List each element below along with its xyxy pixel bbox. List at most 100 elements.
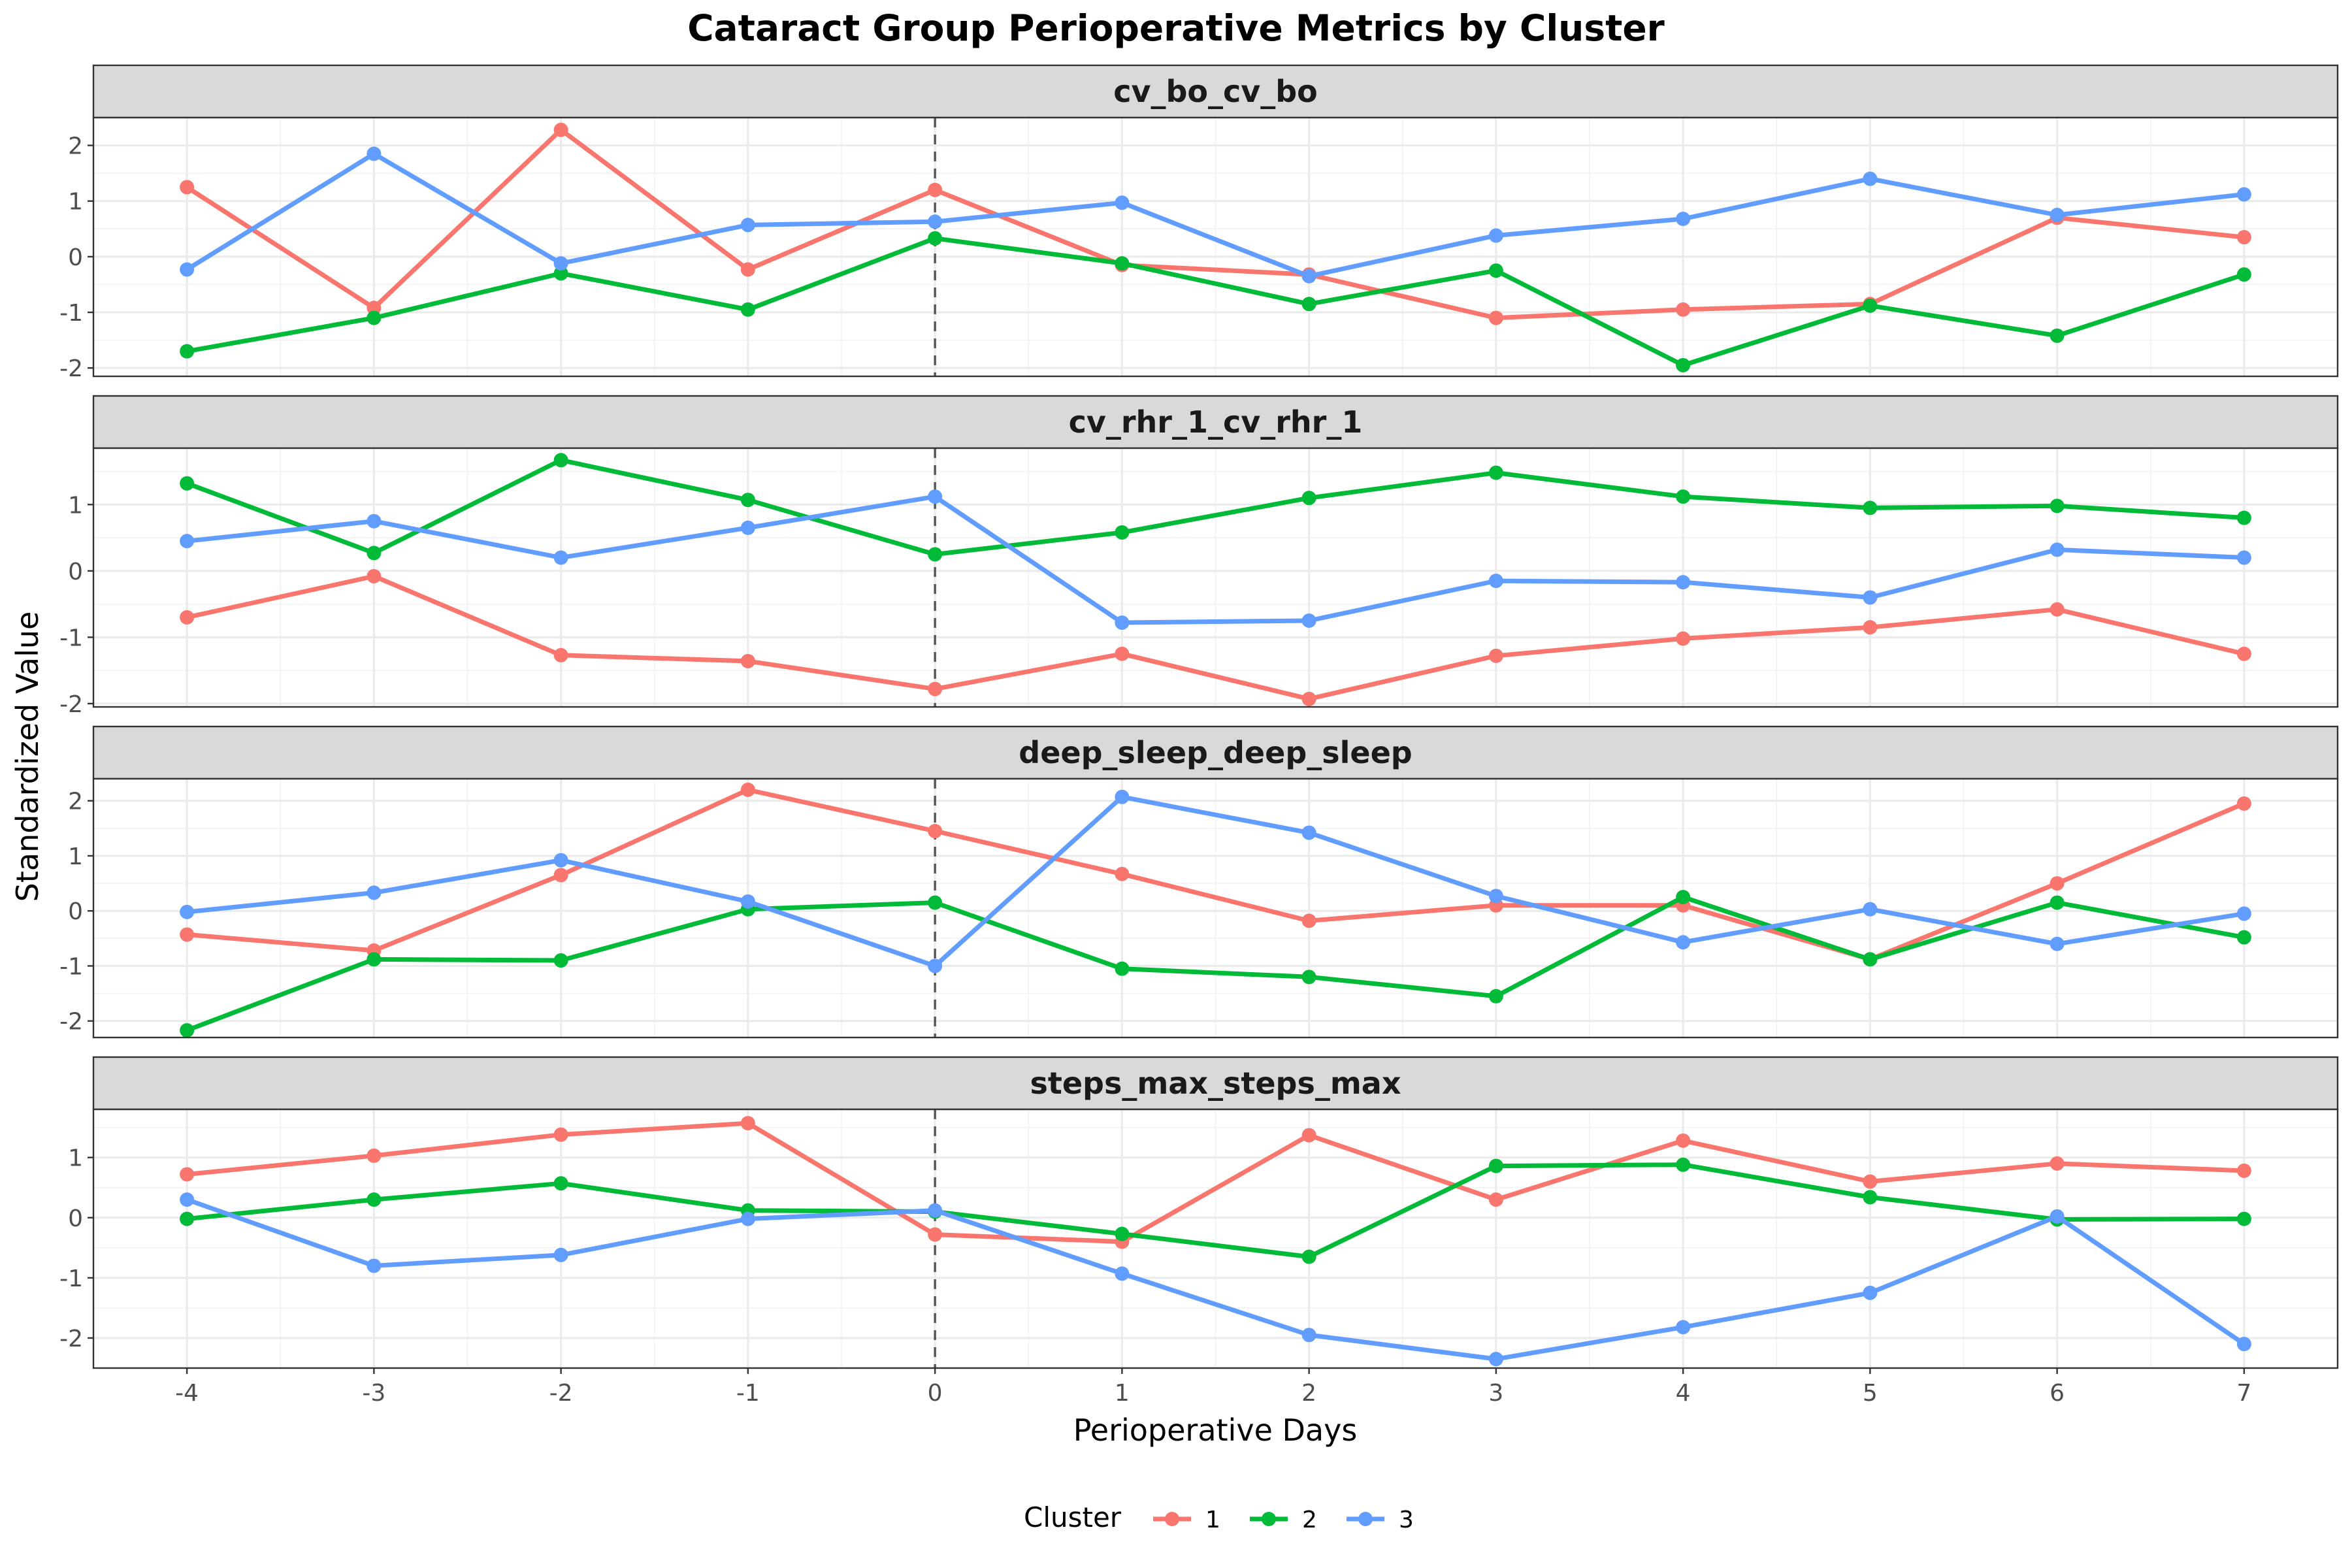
data-point-cluster-2 [1863,1190,1878,1205]
data-point-cluster-2 [2236,1211,2251,1226]
data-point-cluster-2 [1488,1158,1503,1173]
data-point-cluster-1 [367,301,382,316]
data-point-cluster-1 [180,927,195,942]
series-line-cluster-2 [184,1162,2247,1260]
x-tick-label: 1 [1115,1380,1130,1407]
data-point-cluster-3 [1863,1285,1878,1300]
facet-strip-label: cv_rhr_1_cv_rhr_1 [1069,404,1363,440]
series-line-cluster-1 [184,127,2247,321]
y-tick-label: 0 [68,559,83,585]
x-axis-title: Perioperative Days [1073,1413,1358,1448]
data-point-cluster-2 [1488,988,1503,1004]
data-point-cluster-3 [1676,211,1691,226]
data-point-cluster-3 [553,256,568,271]
y-tick-label: 1 [68,492,83,519]
data-point-cluster-3 [1863,171,1878,186]
data-point-cluster-2 [1676,489,1691,504]
data-point-cluster-1 [180,610,195,625]
data-point-cluster-2 [740,302,755,317]
legend-item-cluster-2: 2 [1250,1507,1317,1533]
facet-strip [92,64,2339,119]
data-point-cluster-1 [553,868,568,883]
data-point-cluster-2 [2050,498,2065,514]
data-point-cluster-3 [1676,575,1691,590]
series-line-cluster-3 [184,1197,2247,1362]
x-tick-label: -4 [175,1380,199,1407]
data-point-cluster-3 [1488,574,1503,589]
y-tick-label: 0 [68,898,83,925]
y-tick-label: -2 [59,691,83,718]
facet-strip [92,395,2339,449]
data-point-cluster-1 [1488,310,1503,325]
y-tick-label: 2 [68,133,83,160]
data-point-cluster-2 [740,493,755,508]
data-point-cluster-2 [1863,500,1878,515]
data-point-cluster-2 [1301,970,1316,985]
facet-panel: cv_bo_cv_bo -2 -1 0 1 2 [59,64,2339,382]
data-point-cluster-1 [2236,796,2251,811]
y-tick-label: -1 [59,1266,83,1292]
data-point-cluster-3 [740,218,755,233]
series-line-cluster-3 [184,151,2247,279]
x-tick-label: 7 [2236,1380,2251,1407]
data-point-cluster-1 [1488,1192,1503,1207]
data-point-cluster-3 [1488,1352,1503,1367]
data-point-cluster-3 [1115,195,1130,210]
data-point-cluster-2 [367,546,382,561]
data-point-cluster-3 [180,904,195,919]
facet-strip-label: cv_bo_cv_bo [1113,74,1318,109]
data-point-cluster-2 [553,1176,568,1191]
facet-panels: cv_bo_cv_bo -2 -1 0 1 2 cv_rhr_1_cv_rhr_1 -2 -1 0… [59,64,2339,1369]
legend-title: Cluster [1024,1501,1122,1533]
data-point-cluster-1 [2236,1163,2251,1178]
data-point-cluster-2 [928,231,943,246]
x-tick-label: 2 [1301,1380,1316,1407]
data-point-cluster-3 [740,520,755,535]
data-point-cluster-3 [2050,1209,2065,1224]
data-point-cluster-2 [2236,510,2251,525]
series-line-cluster-2 [184,236,2247,368]
data-point-cluster-1 [2050,876,2065,891]
data-point-cluster-2 [1301,1249,1316,1264]
data-point-cluster-1 [1301,691,1316,706]
data-point-cluster-2 [1115,961,1130,976]
data-point-cluster-3 [1676,1320,1691,1335]
data-point-cluster-2 [1676,890,1691,905]
data-point-cluster-1 [1676,302,1691,317]
x-tick-label: 6 [2050,1380,2065,1407]
data-point-cluster-3 [180,1192,195,1207]
data-point-cluster-2 [367,952,382,967]
data-point-cluster-2 [180,344,195,359]
data-point-cluster-1 [1863,1174,1878,1189]
data-point-cluster-3 [1301,613,1316,628]
data-point-cluster-2 [553,266,568,281]
data-point-cluster-3 [367,1258,382,1273]
data-point-cluster-1 [2050,602,2065,617]
data-point-cluster-1 [740,782,755,797]
data-point-cluster-3 [367,514,382,529]
legend-items: 1 2 3 [1153,1507,1414,1533]
data-point-cluster-2 [1676,1157,1691,1172]
data-point-cluster-3 [180,534,195,549]
y-tick-label: -2 [59,1009,83,1036]
legend-label: 3 [1399,1507,1414,1533]
x-tick-label: -1 [736,1380,760,1407]
data-point-cluster-3 [1676,935,1691,950]
legend-point-key [1358,1512,1373,1526]
data-point-cluster-2 [1863,952,1878,967]
data-point-cluster-1 [1115,646,1130,661]
data-point-cluster-3 [740,1211,755,1226]
legend-label: 1 [1205,1507,1220,1533]
y-tick-label: -1 [59,625,83,651]
y-tick-label: 2 [68,789,83,815]
chart-title: Cataract Group Perioperative Metrics by … [687,7,1665,49]
data-point-cluster-1 [2236,646,2251,661]
facet-panel: deep_sleep_deep_sleep -2 -1 0 1 2 [59,725,2339,1039]
x-tick-label: -3 [362,1380,385,1407]
data-point-cluster-1 [367,568,382,583]
data-point-cluster-3 [2050,208,2065,223]
data-point-cluster-2 [1488,263,1503,278]
data-point-cluster-1 [180,1167,195,1182]
data-point-cluster-2 [1488,465,1503,480]
data-point-cluster-3 [553,550,568,565]
